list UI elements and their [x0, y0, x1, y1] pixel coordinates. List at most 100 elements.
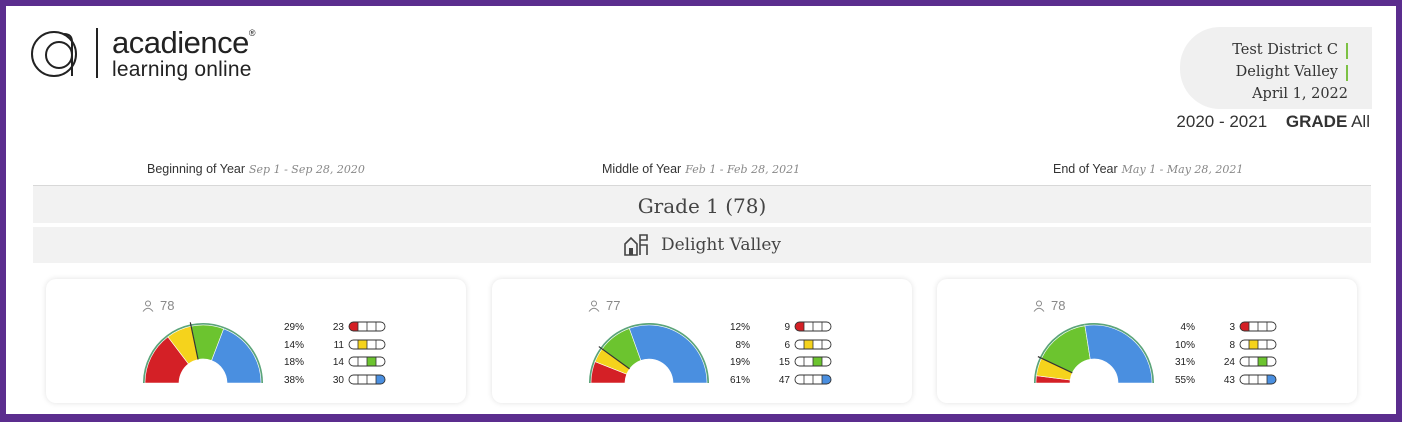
level-pill-outline: [1239, 356, 1277, 367]
legend-count: 8: [1229, 339, 1235, 351]
legend-row[interactable]: 31% 24: [1147, 355, 1277, 373]
grade-label: GRADE: [1285, 112, 1348, 131]
legend-percent: 38%: [283, 374, 304, 386]
school-year[interactable]: 2020 - 2021: [1176, 112, 1268, 131]
legend-percent: 10%: [1174, 339, 1195, 351]
legend-count: 43: [1223, 374, 1235, 386]
student-count: 78: [142, 298, 174, 313]
logo-line2: learning online: [112, 57, 252, 81]
level-pill-fill: [813, 357, 822, 366]
legend-count: 30: [332, 374, 344, 386]
gauge-band-2: [593, 347, 603, 362]
gauge-segment-level-4[interactable]: [628, 324, 708, 384]
legend-percent: 12%: [729, 322, 750, 333]
gauge-band-2: [166, 324, 192, 337]
legend-row[interactable]: 55% 43: [1147, 373, 1277, 391]
student-count-value: 77: [606, 298, 621, 313]
school-name[interactable]: Delight Valley: [1235, 64, 1338, 80]
level-pill-icon: [348, 356, 386, 367]
period-label: End of Year: [1053, 162, 1118, 176]
student-count: 78: [1033, 298, 1065, 313]
year-grade-selector[interactable]: 2020 - 2021 GRADE All: [1176, 112, 1370, 132]
student-count: 77: [588, 298, 620, 313]
level-pill-fill: [1249, 339, 1258, 349]
level-pill-fill: [1267, 374, 1276, 384]
level-pill-icon: [1239, 339, 1277, 349]
legend-row[interactable]: 4% 3: [1147, 320, 1277, 338]
gauge-legend: 4% 3 10% 8 31% 24 55% 43: [1147, 320, 1277, 390]
level-pill-fill: [376, 374, 385, 384]
legend-count: 3: [1229, 322, 1235, 333]
acadience-logo[interactable]: acadience® learning online: [30, 26, 255, 80]
level-pill-fill: [795, 322, 804, 331]
period-range: May 1 - May 28, 2021: [1121, 163, 1244, 176]
logo-line1: acadience: [112, 24, 249, 60]
legend-percent: 4%: [1180, 322, 1195, 333]
level-pill-outline: [794, 374, 832, 384]
level-pill-icon: [348, 374, 386, 384]
period-label: Middle of Year: [602, 162, 682, 176]
legend-count: 23: [332, 322, 344, 333]
gauge-segment-level-4[interactable]: [1084, 324, 1153, 384]
legend-percent: 19%: [729, 357, 750, 368]
gauge-legend: 29% 23 14% 11 18% 14 38% 30: [256, 320, 386, 390]
gauge-segment-level-4[interactable]: [211, 328, 262, 384]
legend-row[interactable]: 29% 23: [256, 320, 386, 338]
level-pill-fill: [367, 357, 376, 366]
school-heading-row: Delight Valley: [33, 227, 1371, 263]
level-pill-icon: [1239, 321, 1277, 332]
legend-percent: 55%: [1174, 374, 1195, 386]
gauge-legend: 12% 9 8% 6 19% 15 61% 47: [702, 320, 832, 390]
legend-row[interactable]: 61% 47: [702, 373, 832, 391]
gauge-band-3: [190, 323, 225, 329]
period-label: Beginning of Year: [147, 162, 246, 176]
legend-count: 24: [1223, 357, 1235, 368]
level-pill-outline: [794, 339, 832, 349]
gauge-card-eoy[interactable]: 78 4% 3 10% 8 31% 24 55% 43: [937, 279, 1357, 403]
legend-row[interactable]: 38% 30: [256, 373, 386, 391]
level-pill-outline: [348, 321, 386, 332]
legend-row[interactable]: 8% 6: [702, 338, 832, 356]
gauge-band-4: [223, 326, 263, 383]
level-pill-icon: [794, 356, 832, 367]
period-range: Sep 1 - Sep 28, 2020: [249, 163, 365, 176]
period-range: Feb 1 - Feb 28, 2021: [685, 163, 801, 176]
school-marker: [1346, 65, 1348, 81]
level-pill-fill: [358, 339, 367, 349]
level-pill-icon: [794, 374, 832, 384]
legend-row[interactable]: 12% 9: [702, 320, 832, 338]
level-pill-fill: [349, 322, 358, 331]
legend-row[interactable]: 14% 11: [256, 338, 386, 356]
period-middle: Middle of Year Feb 1 - Feb 28, 2021: [602, 162, 800, 176]
legend-count: 47: [778, 374, 790, 386]
grade-value[interactable]: All: [1351, 112, 1370, 131]
legend-row[interactable]: 10% 8: [1147, 338, 1277, 356]
level-pill-outline: [348, 374, 386, 384]
level-pill-outline: [348, 339, 386, 349]
level-pill-outline: [1239, 339, 1277, 349]
person-icon: [142, 300, 154, 312]
benchmark-divider: [189, 322, 199, 360]
legend-row[interactable]: 19% 15: [702, 355, 832, 373]
level-pill-icon: [794, 339, 832, 349]
district-marker: [1346, 43, 1348, 59]
legend-row[interactable]: 18% 14: [256, 355, 386, 373]
gauge-card-moy[interactable]: 77 12% 9 8% 6 19% 15 61% 47: [492, 279, 912, 403]
legend-count: 15: [778, 357, 790, 368]
student-count-value: 78: [160, 298, 175, 313]
level-pill-icon: [1239, 374, 1277, 384]
gauge-chart: [1034, 323, 1154, 384]
level-pill-outline: [348, 356, 386, 367]
legend-percent: 61%: [729, 374, 750, 386]
gauge-band-3: [600, 326, 630, 349]
level-pill-icon: [1239, 356, 1277, 367]
legend-percent: 31%: [1174, 357, 1195, 368]
person-icon: [1033, 300, 1045, 312]
level-pill-outline: [1239, 374, 1277, 384]
level-pill-outline: [794, 356, 832, 367]
school-icon: [624, 234, 648, 256]
gauge-card-boy[interactable]: 78 29% 23 14% 11 18% 14 38% 30: [46, 279, 466, 403]
level-pill-icon: [794, 321, 832, 332]
logo-wordmark: acadience® learning online: [112, 27, 255, 80]
district-name[interactable]: Test District C: [1232, 42, 1338, 58]
